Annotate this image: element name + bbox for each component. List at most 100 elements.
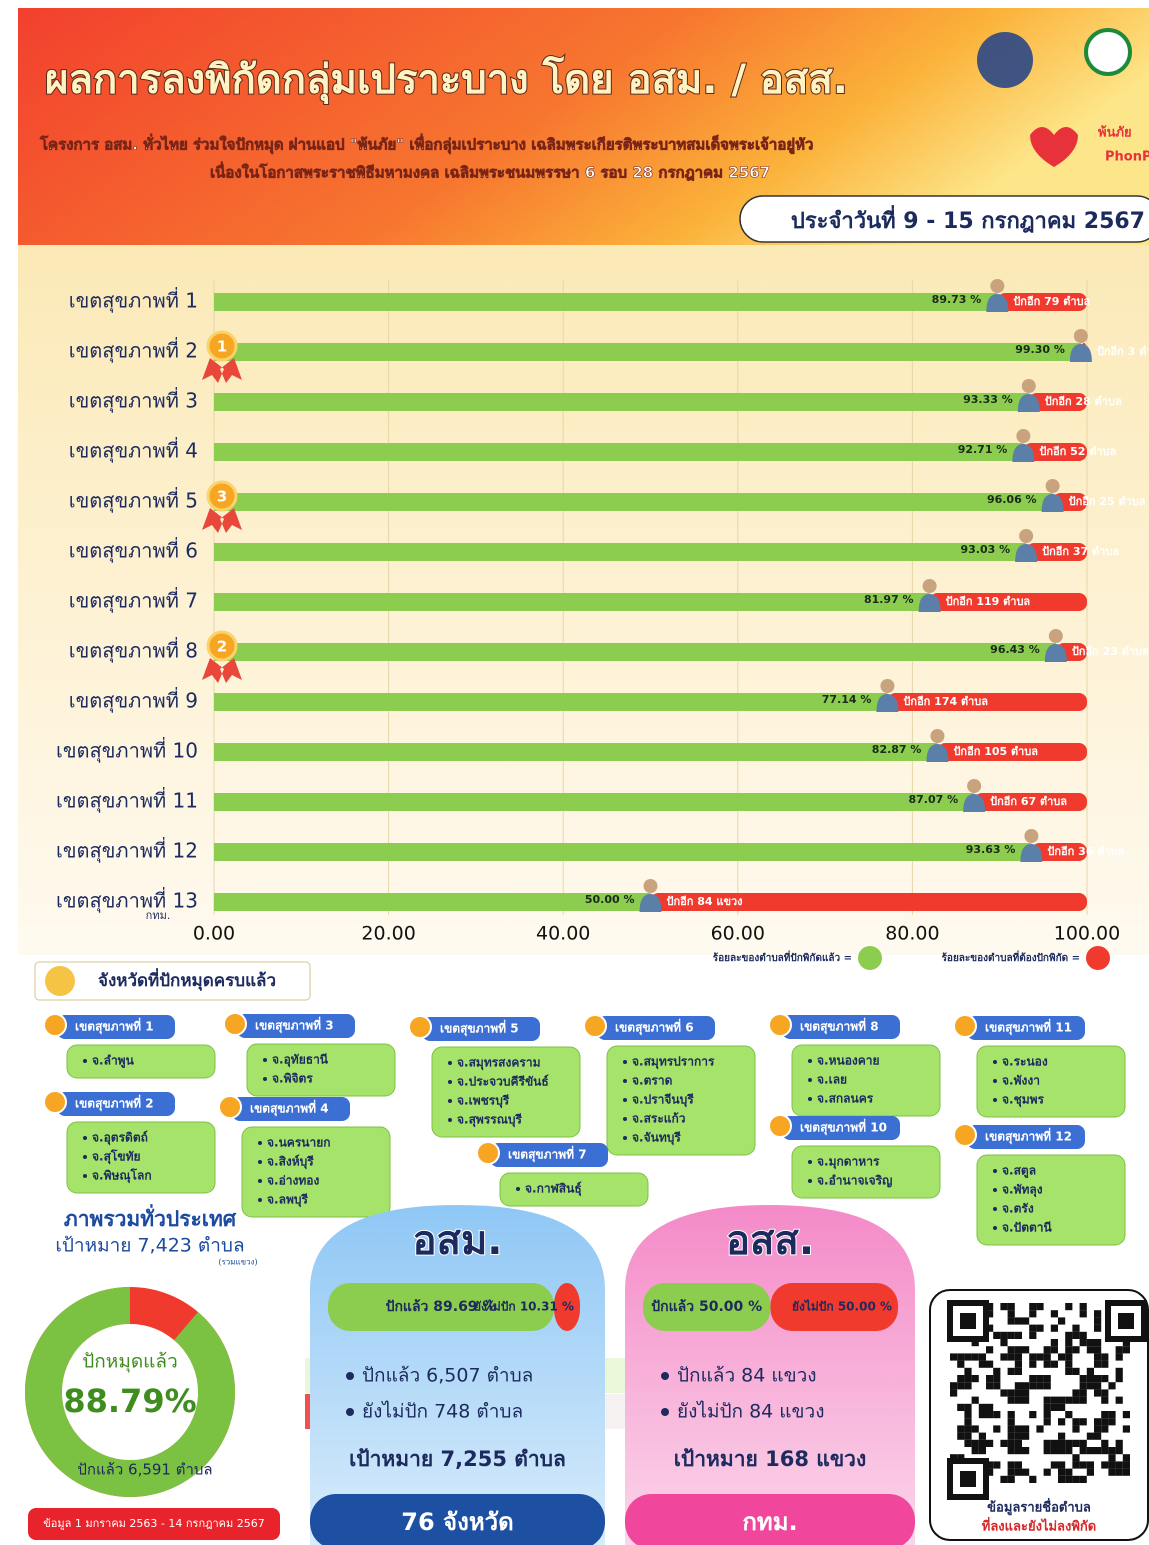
medal-rank: 1 — [217, 338, 227, 356]
qr-cell — [979, 1440, 986, 1447]
qr-cell — [1051, 1325, 1058, 1332]
qr-cell — [1101, 1425, 1108, 1432]
bullet — [263, 1058, 267, 1062]
qr-cell — [1080, 1303, 1087, 1310]
person-icon — [1046, 479, 1060, 493]
value-label: 92.71 % — [958, 443, 1008, 456]
bullet — [83, 1174, 87, 1178]
province: จ.ตรัง — [1002, 1202, 1034, 1216]
qr-cell — [1015, 1461, 1022, 1468]
category-note: กทม. — [146, 909, 171, 922]
bullet — [346, 1408, 354, 1416]
qr-cell — [1116, 1346, 1123, 1353]
y-tick-label: เขตสุขภาพที่ 7 — [69, 587, 198, 614]
qr-cell — [1008, 1353, 1015, 1360]
qr-cell — [1080, 1447, 1087, 1454]
qr-cell — [1022, 1397, 1029, 1404]
bullet — [661, 1408, 669, 1416]
person-icon — [644, 879, 658, 893]
qr-cell — [1072, 1440, 1079, 1447]
province: จ.พิจิตร — [272, 1072, 313, 1086]
qr-cell — [1008, 1418, 1015, 1425]
qr-cell — [964, 1382, 971, 1389]
province: จ.อุตรดิตถ์ — [92, 1131, 148, 1146]
bullet — [448, 1061, 452, 1065]
value-label: 77.14 % — [822, 693, 872, 706]
qr-finder — [1118, 1313, 1134, 1329]
value-label: 93.63 % — [966, 843, 1016, 856]
qr-cell — [1036, 1375, 1043, 1382]
qr-cell — [1101, 1397, 1108, 1404]
qr-cell — [1000, 1332, 1007, 1339]
qr-cell — [979, 1411, 986, 1418]
province: จ.มุกดาหาร — [817, 1155, 880, 1170]
qr-cell — [1101, 1461, 1108, 1468]
province: จ.ชุมพร — [1002, 1093, 1045, 1108]
value-label: 87.07 % — [908, 793, 958, 806]
qr-cell — [1008, 1461, 1015, 1468]
qr-cell — [1094, 1447, 1101, 1454]
y-tick-label: เขตสุขภาพที่ 12 — [56, 837, 198, 864]
region-name: เขตสุขภาพที่ 7 — [508, 1146, 587, 1163]
qr-cell — [1036, 1353, 1043, 1360]
star-badge — [224, 1013, 246, 1035]
value-label: 93.03 % — [960, 543, 1010, 556]
qr-cell — [1108, 1469, 1115, 1476]
province: จ.อุทัยธานี — [272, 1053, 329, 1068]
qr-cell — [1101, 1418, 1108, 1425]
qr-cell — [1116, 1368, 1123, 1375]
person-icon — [930, 729, 944, 743]
bullet — [623, 1117, 627, 1121]
qr-cell — [972, 1447, 979, 1454]
qr-cell — [1015, 1469, 1022, 1476]
qr-cell — [1108, 1454, 1115, 1461]
qr-cell — [1065, 1469, 1072, 1476]
trophy-icon — [45, 966, 75, 996]
qr-cell — [1101, 1375, 1108, 1382]
qr-cell — [1072, 1418, 1079, 1425]
bullet — [448, 1099, 452, 1103]
province: จ.ลำพูน — [92, 1054, 135, 1069]
qr-cell — [1051, 1404, 1058, 1411]
qr-cell — [993, 1461, 1000, 1468]
qr-cell — [950, 1389, 957, 1396]
summary-title: ภาพรวมทั่วประเทศ — [64, 1203, 237, 1231]
qr-cell — [1094, 1325, 1101, 1332]
qr-cell — [1015, 1425, 1022, 1432]
qr-cell — [1008, 1389, 1015, 1396]
qr-cell — [1051, 1440, 1058, 1447]
qr-cell — [1072, 1461, 1079, 1468]
region-name: เขตสุขภาพที่ 12 — [985, 1128, 1072, 1145]
person-icon — [1022, 379, 1036, 393]
qr-cell — [1065, 1440, 1072, 1447]
qr-cell — [964, 1368, 971, 1375]
qr-cell — [1044, 1397, 1051, 1404]
qr-cell — [1108, 1418, 1115, 1425]
bullet — [346, 1372, 354, 1380]
qr-cell — [986, 1361, 993, 1368]
qr-cell — [986, 1375, 993, 1382]
qr-cell — [1029, 1303, 1036, 1310]
region-name: เขตสุขภาพที่ 3 — [255, 1017, 334, 1034]
qr-cell — [957, 1382, 964, 1389]
donut-count: ปักแล้ว 6,591 ตำบล — [77, 1461, 212, 1479]
remaining-label: ปักอีก 119 ตำบล — [946, 595, 1031, 608]
remaining-label: ปักอีก 28 ตำบล — [1045, 395, 1122, 408]
qr-cell — [1101, 1411, 1108, 1418]
qr-cell — [993, 1425, 1000, 1432]
y-tick-label: เขตสุขภาพที่ 9 — [69, 687, 198, 714]
bar-done — [214, 443, 1023, 461]
bullet — [448, 1080, 452, 1084]
province: จ.สมุทรปราการ — [632, 1055, 715, 1070]
infographic: ผลการลงพิกัดกลุ่มเปราะบาง โดย อสม. / อสส… — [0, 0, 1149, 1545]
qr-cell — [979, 1353, 986, 1360]
qr-cell — [1058, 1418, 1065, 1425]
qr-cell — [1022, 1382, 1029, 1389]
qr-cell — [1015, 1353, 1022, 1360]
qr-cell — [993, 1411, 1000, 1418]
qr-cell — [972, 1353, 979, 1360]
panel-title: อสส. — [726, 1218, 814, 1264]
bullet — [83, 1059, 87, 1063]
qr-cell — [1015, 1447, 1022, 1454]
